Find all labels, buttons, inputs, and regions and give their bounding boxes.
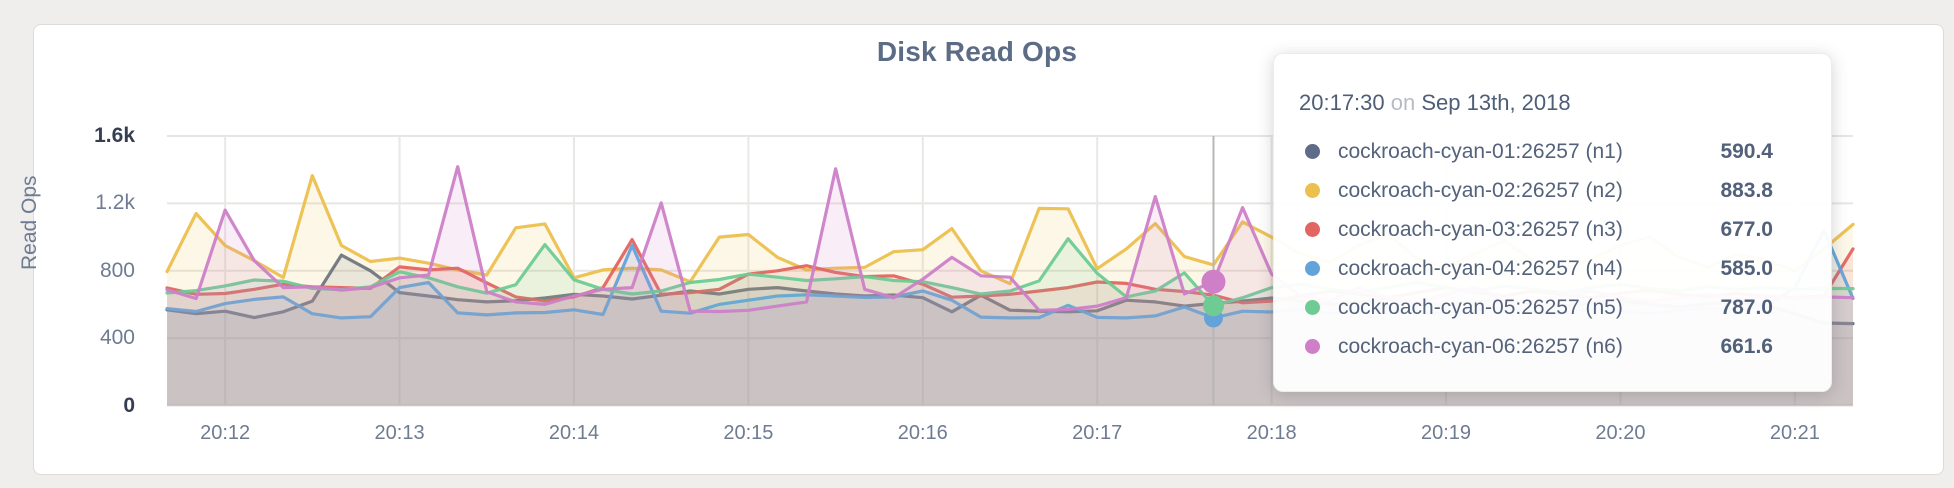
x-tick-20:13: 20:13 [374, 422, 425, 444]
tooltip-row: cockroach-cyan-01:26257 (n1) 590.4 [1299, 132, 1801, 171]
hover-tooltip: 20:17:30 on Sep 13th, 2018 cockroach-cya… [1273, 53, 1832, 392]
series-dot-n3 [1305, 222, 1320, 237]
x-tick-20:20: 20:20 [1595, 422, 1646, 444]
series-label: cockroach-cyan-06:26257 (n6) [1338, 334, 1623, 358]
x-tick-20:15: 20:15 [723, 422, 774, 444]
series-dot-n6 [1305, 339, 1320, 354]
series-value: 787.0 [1720, 295, 1773, 319]
x-tick-20:14: 20:14 [548, 422, 599, 444]
tooltip-row: cockroach-cyan-03:26257 (n3) 677.0 [1299, 210, 1801, 249]
y-tick-1.6k: 1.6k [94, 124, 135, 147]
tooltip-on-word: on [1390, 90, 1416, 115]
tooltip-timestamp: 20:17:30 on Sep 13th, 2018 [1299, 90, 1571, 115]
x-tick-20:21: 20:21 [1769, 422, 1820, 444]
hover-dot-n5 [1202, 295, 1224, 317]
series-value: 677.0 [1720, 217, 1773, 241]
series-value: 590.4 [1720, 139, 1773, 163]
x-tick-20:12: 20:12 [200, 422, 251, 444]
chart-title: Disk Read Ops [876, 36, 1078, 67]
series-dot-n5 [1305, 300, 1320, 315]
series-label: cockroach-cyan-04:26257 (n4) [1338, 256, 1623, 280]
y-tick-800: 800 [99, 258, 135, 282]
x-tick-20:18: 20:18 [1246, 422, 1297, 444]
series-value: 661.6 [1720, 334, 1773, 358]
tooltip-row: cockroach-cyan-02:26257 (n2) 883.8 [1299, 171, 1801, 210]
series-dot-n4 [1305, 261, 1320, 276]
y-tick-0: 0 [123, 393, 135, 417]
series-value: 585.0 [1720, 256, 1773, 280]
series-value: 883.8 [1720, 178, 1773, 202]
x-tick-20:17: 20:17 [1072, 422, 1123, 444]
tooltip-row: cockroach-cyan-06:26257 (n6) 661.6 [1299, 327, 1801, 366]
tooltip-row: cockroach-cyan-05:26257 (n5) 787.0 [1299, 288, 1801, 327]
x-tick-20:16: 20:16 [897, 422, 948, 444]
hover-dot-n6 [1201, 269, 1226, 294]
x-tick-20:19: 20:19 [1421, 422, 1472, 444]
series-label: cockroach-cyan-02:26257 (n2) [1338, 178, 1623, 202]
series-dot-n2 [1305, 183, 1320, 198]
series-label: cockroach-cyan-05:26257 (n5) [1338, 295, 1623, 319]
series-label: cockroach-cyan-01:26257 (n1) [1338, 139, 1623, 163]
y-tick-400: 400 [99, 326, 135, 350]
series-label: cockroach-cyan-03:26257 (n3) [1338, 217, 1623, 241]
series-dot-n1 [1305, 144, 1320, 159]
tooltip-row: cockroach-cyan-04:26257 (n4) 585.0 [1299, 249, 1801, 288]
y-tick-1.2k: 1.2k [95, 191, 135, 215]
